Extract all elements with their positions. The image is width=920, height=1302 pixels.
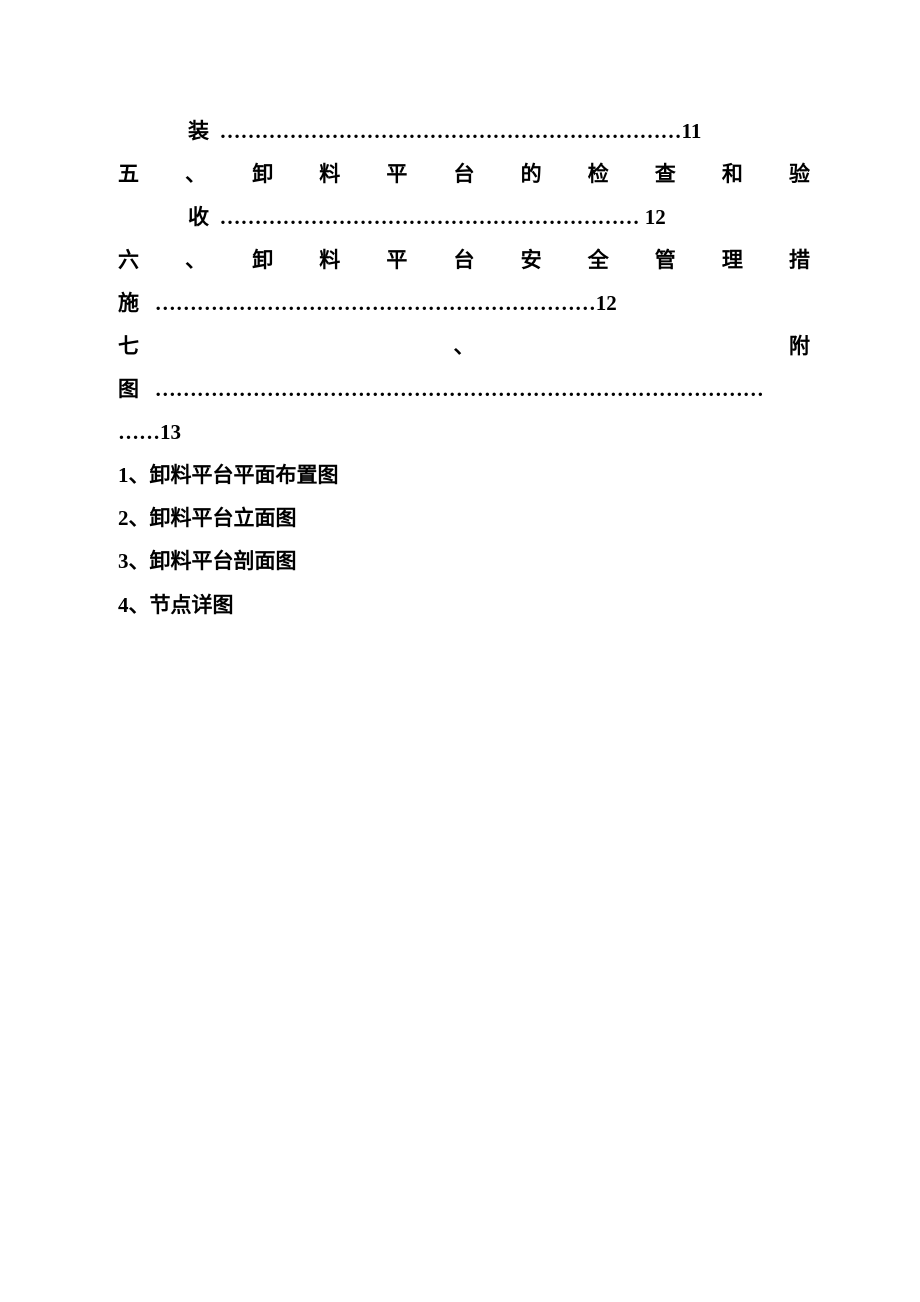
toc-line-shou: 收 …………………………………………………… 12 — [118, 196, 810, 239]
sub-item-4: 4、节点详图 — [118, 584, 810, 627]
toc-line-shi: 施 ………………………………………………………12 — [118, 282, 810, 325]
page-content: 装 …………………………………………………………11 五、卸料平台的检查和验 收… — [0, 0, 920, 627]
toc-line-zhuang: 装 …………………………………………………………11 — [118, 110, 810, 153]
toc-dots: …………………………………………………………………………… — [144, 377, 764, 401]
toc-dots: …………………………………………………… — [214, 205, 645, 229]
toc-prefix: 收 — [188, 205, 209, 229]
toc-dots: ………………………………………………………… — [214, 119, 681, 143]
toc-line-six: 六、卸料平台安全管理措 — [118, 239, 810, 282]
toc-text: 七、附 — [118, 334, 810, 358]
toc-page: 12 — [596, 291, 617, 315]
sub-item-text: 4、节点详图 — [118, 593, 234, 617]
toc-line-seven: 七、附 — [118, 325, 810, 368]
sub-item-2: 2、卸料平台立面图 — [118, 497, 810, 540]
toc-prefix: 图 — [118, 377, 139, 401]
toc-text: ……13 — [118, 420, 181, 444]
toc-page: 12 — [645, 205, 666, 229]
sub-item-1: 1、卸料平台平面布置图 — [118, 454, 810, 497]
toc-line-tail: ……13 — [118, 411, 810, 454]
toc-text: 五、卸料平台的检查和验 — [118, 162, 810, 186]
sub-item-text: 3、卸料平台剖面图 — [118, 549, 297, 573]
toc-page: 11 — [682, 119, 702, 143]
toc-line-tu: 图 …………………………………………………………………………… — [118, 368, 810, 411]
toc-line-five: 五、卸料平台的检查和验 — [118, 153, 810, 196]
toc-prefix: 施 — [118, 291, 139, 315]
sub-item-text: 1、卸料平台平面布置图 — [118, 463, 339, 487]
toc-text: 六、卸料平台安全管理措 — [118, 248, 810, 272]
toc-dots: ……………………………………………………… — [144, 291, 596, 315]
toc-prefix: 装 — [188, 119, 209, 143]
sub-item-text: 2、卸料平台立面图 — [118, 506, 297, 530]
sub-item-3: 3、卸料平台剖面图 — [118, 540, 810, 583]
